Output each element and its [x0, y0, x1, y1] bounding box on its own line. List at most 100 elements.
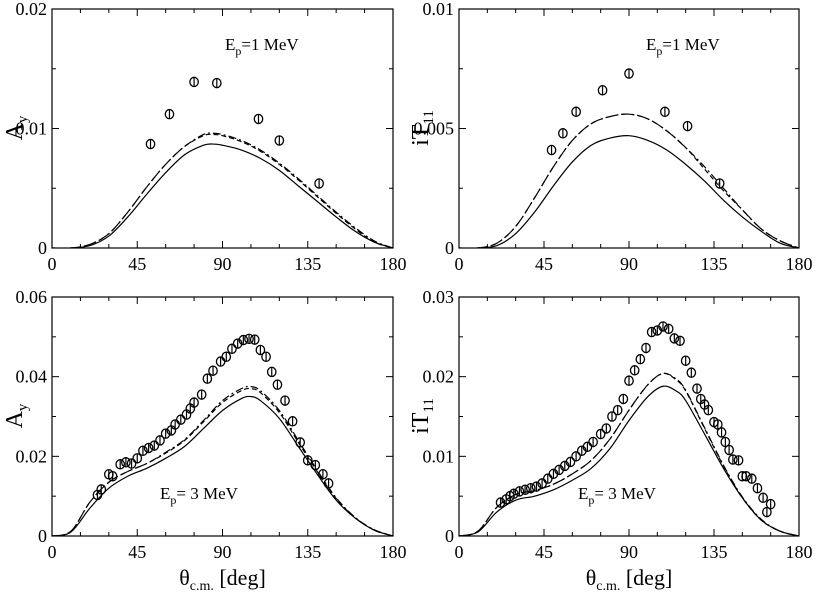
x-tick-label: 0 [48, 542, 57, 562]
data-point [680, 355, 691, 366]
data-point [624, 68, 634, 79]
data-point [571, 106, 581, 118]
panel-2-frame [458, 8, 800, 249]
x-tick-label: 90 [620, 254, 638, 274]
energy-annotation: Ep= 3 MeV [578, 484, 657, 507]
y-axis-label: iT11 [408, 398, 437, 434]
data-point [728, 454, 738, 465]
data-point [164, 108, 175, 120]
data-point [196, 389, 207, 400]
data-point [255, 344, 266, 356]
y-tick-label: 0.005 [414, 119, 455, 139]
data-point [261, 351, 271, 362]
data-point [765, 498, 776, 510]
data-point [686, 367, 697, 378]
data-point [107, 470, 118, 482]
data-point [525, 482, 536, 494]
data-point [762, 506, 772, 518]
data-point [175, 414, 186, 425]
data-point [126, 458, 137, 469]
data-point [716, 427, 727, 438]
data-point [601, 423, 612, 434]
panel-3: 0 45 90 135 180 0 0.02 0.04 0.06 Ay θc.m. [deg] Ep=… [2, 287, 407, 594]
curve-solid [459, 134, 799, 248]
data-point [682, 120, 693, 132]
x-tick-label: 135 [701, 254, 728, 274]
data-point [646, 326, 657, 338]
data-point [302, 455, 313, 466]
data-point [314, 178, 324, 189]
data-point [232, 338, 243, 349]
x-axis-label: θc.m. [deg] [586, 565, 673, 594]
data-point [274, 135, 285, 146]
y-tick-label: 0.01 [423, 0, 455, 19]
x-tick-label: 45 [535, 254, 553, 274]
data-point [703, 404, 714, 416]
curve-dashdot [459, 113, 799, 248]
y-tick-label: 0.03 [423, 287, 455, 307]
data-point [253, 113, 264, 125]
energy-annotation: Ep=1 MeV [646, 35, 720, 58]
data-point [160, 428, 171, 439]
y-axis-label: iT11 [408, 110, 437, 146]
curve-dashed [459, 113, 799, 248]
data-point [149, 440, 160, 451]
x-tick-label: 0 [48, 254, 57, 274]
data-point [310, 459, 321, 471]
data-point [145, 138, 156, 150]
data-point [508, 488, 519, 500]
panel-4: 0 45 90 135 180 0 0.01 0.02 0.03 iT11 θc.m. [deg] E… [408, 287, 813, 594]
y-tick-label: 0 [38, 238, 47, 258]
data-point [121, 457, 131, 468]
y-axis-label: Ay [2, 403, 31, 428]
energy-annotation: Ep=1 MeV [225, 35, 299, 58]
data-point [724, 444, 734, 456]
y-tick-label: 0 [38, 526, 47, 546]
x-tick-label: 90 [214, 254, 232, 274]
data-point [565, 456, 576, 468]
x-tick-label: 45 [535, 542, 553, 562]
data-point [531, 481, 542, 492]
x-tick-label: 180 [786, 254, 813, 274]
data-point [189, 76, 199, 88]
data-point [287, 416, 298, 427]
data-point [295, 437, 306, 448]
data-point [595, 428, 606, 440]
curve-dashdot [459, 372, 799, 536]
data-point [202, 373, 213, 384]
data-point [238, 334, 249, 346]
data-point [221, 351, 232, 362]
data-point [546, 144, 557, 156]
data-point [542, 473, 553, 484]
data-point [170, 419, 180, 430]
data-point [663, 323, 674, 335]
data-point [272, 379, 283, 390]
x-tick-label: 0 [455, 542, 464, 562]
data-point [720, 436, 731, 448]
x-tick-label: 135 [294, 254, 321, 274]
data-point [752, 482, 763, 494]
curve-solid [52, 395, 393, 536]
y-tick-label: 0.02 [16, 446, 48, 466]
x-axis-label: θc.m. [deg] [179, 565, 266, 594]
x-tick-label: 0 [455, 254, 464, 274]
y-tick-label: 0.02 [16, 0, 48, 19]
y-tick-label: 0.01 [16, 119, 48, 139]
y-tick-label: 0 [445, 526, 454, 546]
x-tick-label: 180 [380, 542, 407, 562]
data-point [266, 366, 277, 378]
data-point [618, 393, 629, 405]
curve-dashed [52, 133, 393, 248]
x-tick-label: 45 [128, 542, 146, 562]
y-tick-label: 0.06 [16, 287, 48, 307]
data-point [323, 478, 334, 489]
y-axis-label: Ay [2, 115, 31, 140]
data-point [249, 334, 260, 345]
curve-dashed [459, 372, 799, 536]
x-tick-label: 90 [214, 542, 232, 562]
energy-annotation: Ep= 3 MeV [160, 484, 239, 507]
data-point [189, 397, 199, 408]
y-tick-label: 0.04 [16, 367, 48, 387]
data-point [514, 486, 525, 497]
